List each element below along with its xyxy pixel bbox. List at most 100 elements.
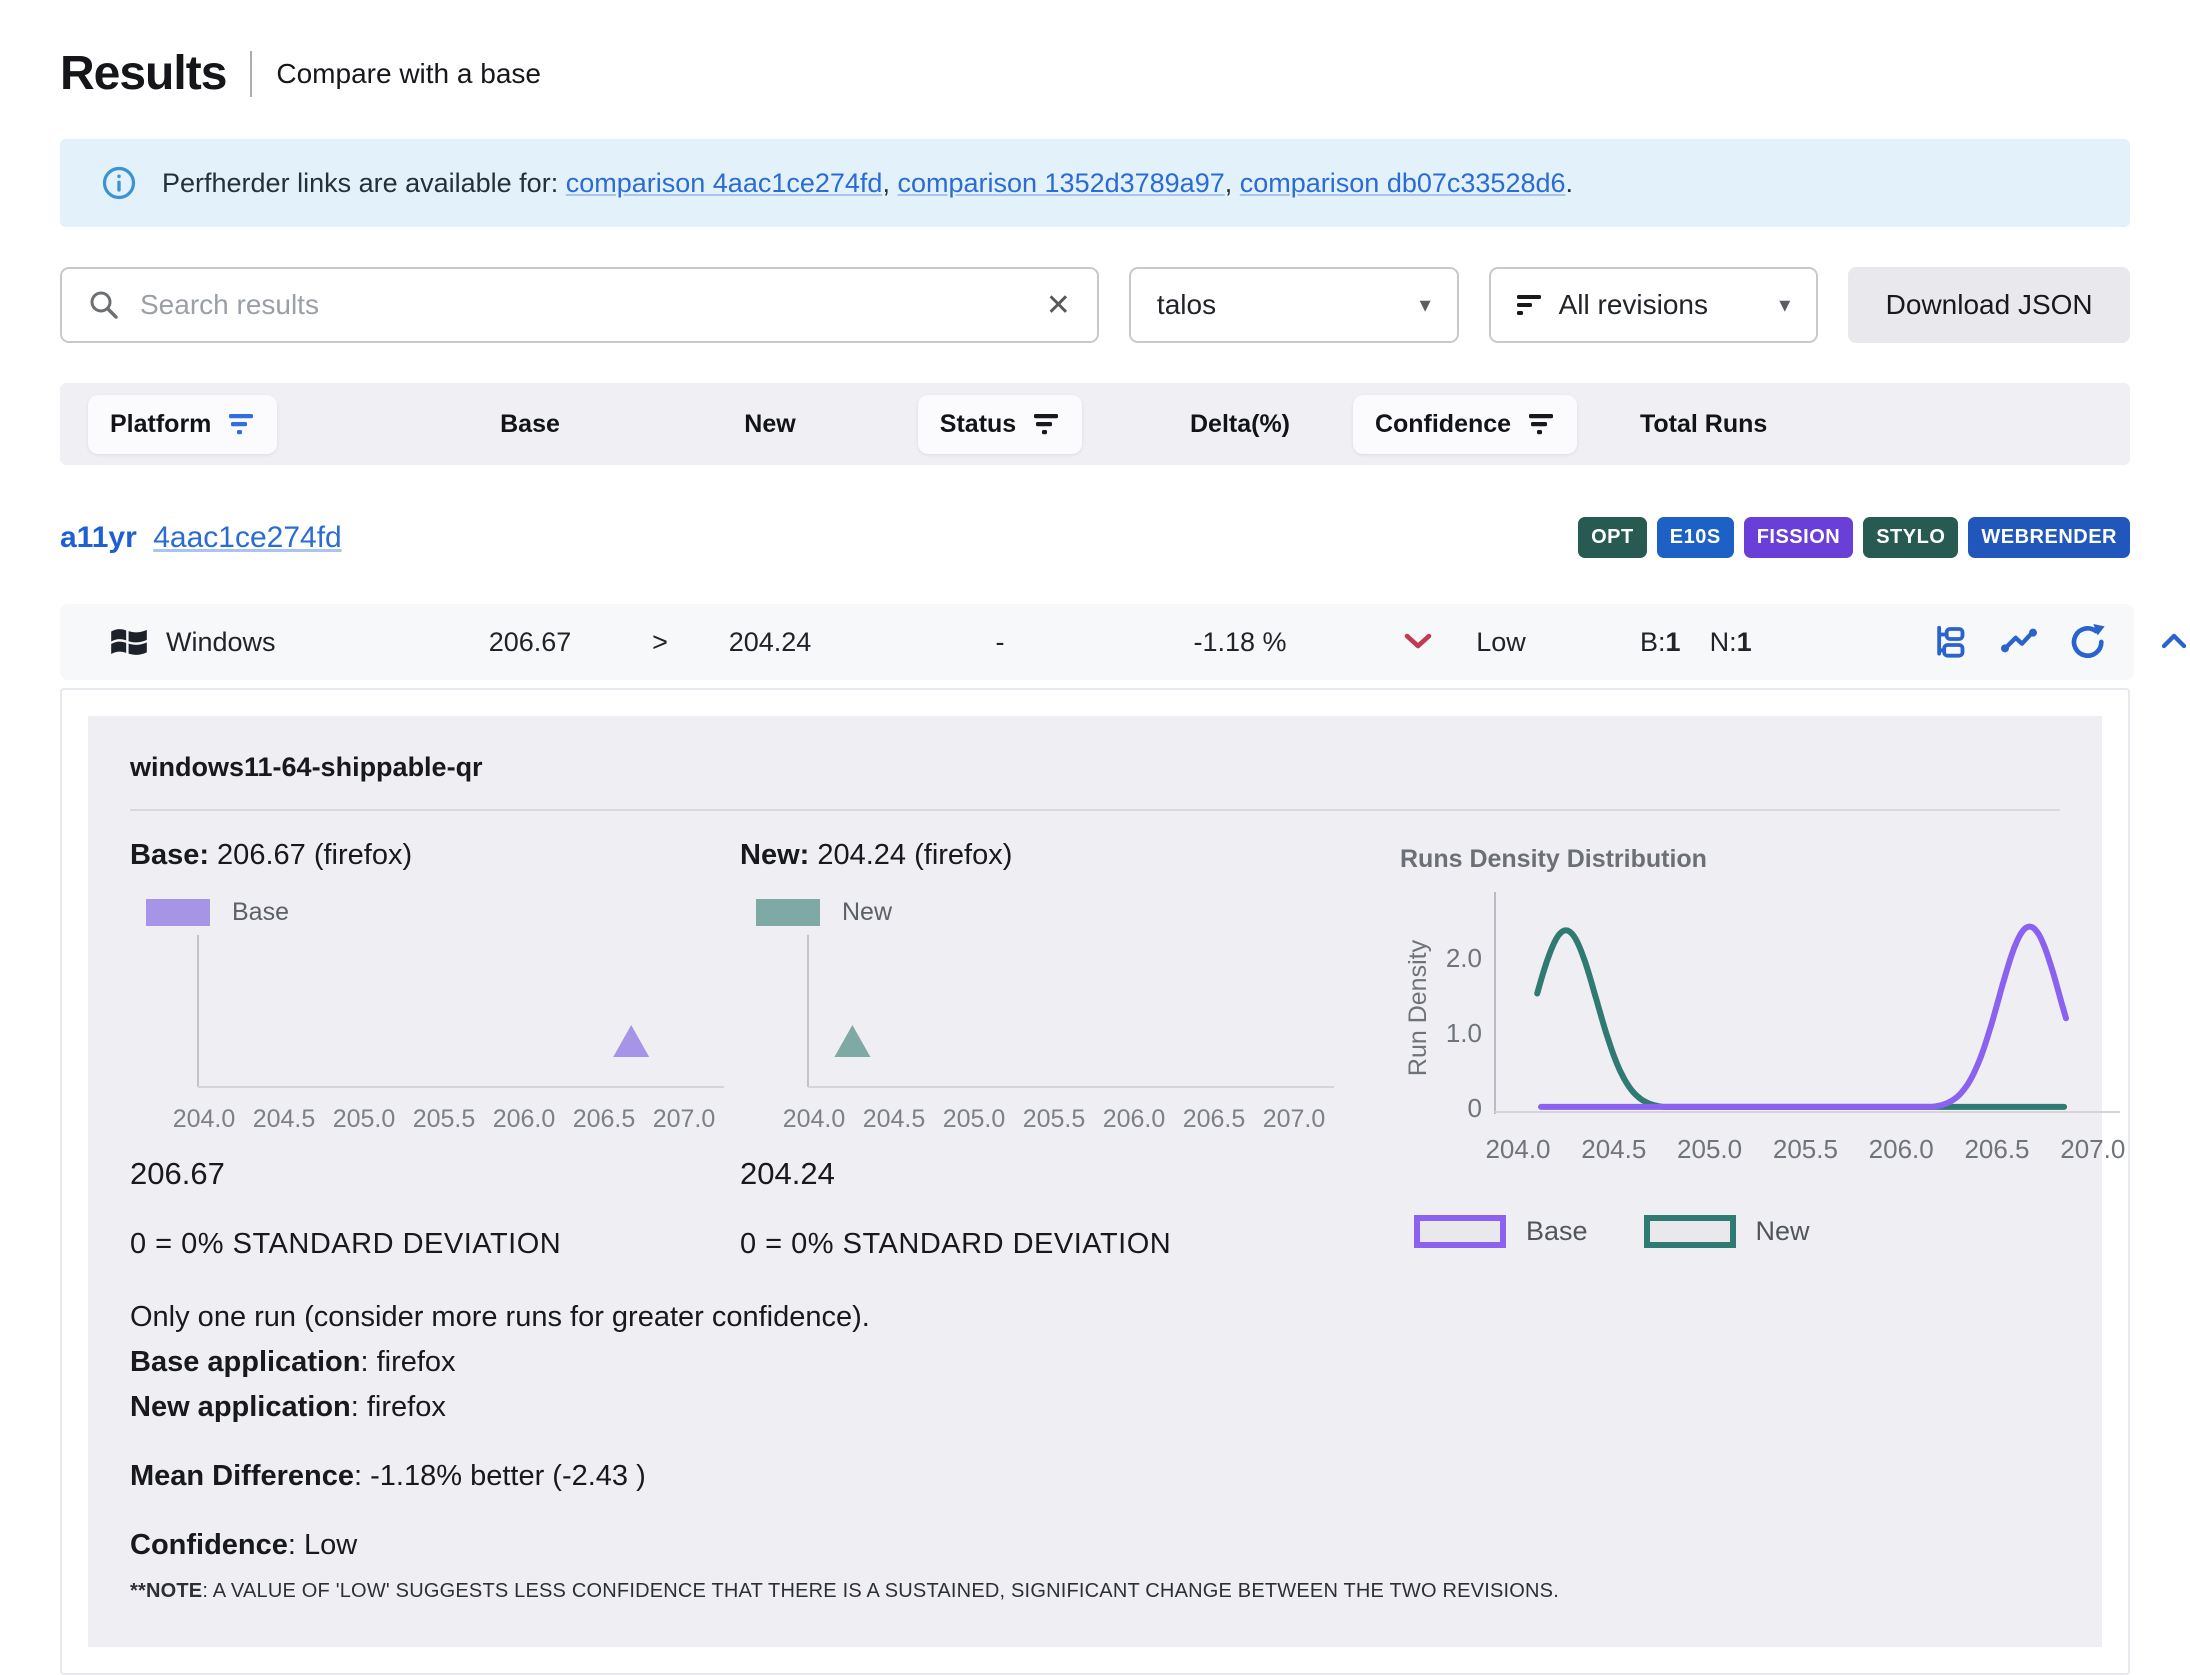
base-density-legend-label: Base <box>1526 1216 1588 1246</box>
improvement-chevron-icon <box>1404 633 1432 651</box>
collapse-row-button[interactable] <box>2158 630 2190 655</box>
platform-header-label: Platform <box>110 409 212 438</box>
base-application-line: Base application: firefox <box>130 1340 2060 1385</box>
platform-label: Windows <box>166 626 276 657</box>
status-header-label: Status <box>939 409 1017 438</box>
runs-note: Only one run (consider more runs for gre… <box>130 1301 870 1333</box>
svg-text:204.0: 204.0 <box>173 1105 236 1133</box>
mean-difference-line: Mean Difference: -1.18% better (-2.43 ) <box>130 1454 2060 1499</box>
svg-text:204.0: 204.0 <box>1485 1134 1550 1164</box>
base-legend-swatch <box>146 899 210 926</box>
search-icon <box>88 289 120 321</box>
framework-select[interactable]: talos ▾ <box>1128 267 1459 343</box>
svg-text:0: 0 <box>1468 1093 1482 1123</box>
base-header-label: Base <box>500 409 560 438</box>
windows-logo-icon <box>110 625 148 659</box>
status-badge: STYLO <box>1863 517 1959 558</box>
refresh-button[interactable] <box>2068 622 2108 662</box>
subtests-button[interactable] <box>1930 622 1970 662</box>
svg-text:1.0: 1.0 <box>1446 1018 1482 1048</box>
banner-prefix: Perfherder links are available for: <box>162 167 559 198</box>
confidence-note: **NOTE: A VALUE OF 'LOW' SUGGESTS LESS C… <box>130 1576 2060 1607</box>
confidence-value: Low <box>1476 626 1526 657</box>
filter-lines-icon <box>1529 413 1555 435</box>
new-header-label: New <box>744 409 796 438</box>
delta-header-label: Delta(%) <box>1189 409 1290 438</box>
status-badge: WEBRENDER <box>1968 517 2130 558</box>
badges: OPT E10S FISSION STYLO WEBRENDER <box>1578 517 2130 558</box>
density-legend: Base New <box>1414 1215 2130 1248</box>
status-value: - <box>995 626 1005 657</box>
svg-text:207.0: 207.0 <box>1263 1105 1326 1133</box>
filter-lines-icon <box>1034 413 1060 435</box>
page-header: Results Compare with a base <box>60 46 2130 101</box>
title-divider <box>250 50 253 97</box>
base-section-label: Base: 206.67 (firefox) <box>130 839 730 872</box>
banner-text: Perfherder links are available for: comp… <box>162 168 1573 199</box>
svg-text:207.0: 207.0 <box>2060 1134 2125 1164</box>
svg-text:206.0: 206.0 <box>1103 1105 1166 1133</box>
note-text: : A VALUE OF 'LOW' SUGGESTS LESS CONFIDE… <box>202 1579 1559 1602</box>
density-chart-title: Runs Density Distribution <box>1400 845 1707 873</box>
new-chart-section: New: 204.24 (firefox) New 204.0 204.5 205.… <box>740 839 1340 1261</box>
framework-value: talos <box>1156 289 1217 320</box>
mean-diff-label: Mean Difference <box>130 1459 355 1492</box>
new-value-text: 204.24 (firefox) <box>809 839 1013 871</box>
svg-text:206.0: 206.0 <box>1869 1134 1934 1164</box>
svg-text:204.0: 204.0 <box>783 1105 846 1133</box>
status-filter-button[interactable]: Status <box>917 394 1083 454</box>
graph-button[interactable] <box>1998 622 2040 662</box>
density-section: Runs Density Distribution 0 1.0 2.0 204.0 20… <box>1340 839 2130 1261</box>
svg-text:204.5: 204.5 <box>863 1105 926 1133</box>
base-app-label: Base application <box>130 1345 361 1378</box>
test-title-line: a11yr 4aac1ce274fd OPT E10S FISSION STYL… <box>60 517 2130 558</box>
comparison-link-1[interactable]: comparison 4aac1ce274fd <box>565 167 883 198</box>
svg-text:2.0: 2.0 <box>1446 943 1482 973</box>
controls-row: ✕ talos ▾ All revisions ▾ Download JSON <box>60 267 2131 343</box>
status-badge: FISSION <box>1743 517 1854 558</box>
base-density-legend-swatch <box>1414 1215 1506 1248</box>
svg-text:204.5: 204.5 <box>253 1105 316 1133</box>
result-row-wrap: Windows 206.67 > 204.24 - -1.18 % Low B:… <box>60 604 2187 680</box>
svg-text:204.5: 204.5 <box>1581 1134 1646 1164</box>
table-row: Windows 206.67 > 204.24 - -1.18 % Low B:… <box>60 604 2134 680</box>
comparison-arrow: > <box>652 626 668 657</box>
confidence-header-label: Confidence <box>1374 409 1512 438</box>
chevron-down-icon: ▾ <box>1419 292 1431 317</box>
svg-text:205.5: 205.5 <box>1023 1105 1086 1133</box>
new-legend-label: New <box>842 898 893 926</box>
detail-text-block: Only one run (consider more runs for gre… <box>130 1295 2060 1607</box>
platform-filter-button[interactable]: Platform <box>88 394 278 454</box>
search-box[interactable]: ✕ <box>60 267 1099 343</box>
confidence-line: Confidence: Low <box>130 1523 2060 1568</box>
clear-search-button[interactable]: ✕ <box>1045 288 1071 322</box>
results-table-header: Platform Base New Status Delta( <box>60 383 2130 465</box>
runs-density-chart: 0 1.0 2.0 204.0 204.5 205.0 205.5 206.0 206.5 207… <box>1404 892 2125 1164</box>
revisions-select[interactable]: All revisions ▾ <box>1488 267 1819 343</box>
total-runs-value: B:1 N:1 <box>1590 627 1930 658</box>
confidence-filter-button[interactable]: Confidence <box>1352 394 1578 454</box>
revision-link[interactable]: 4aac1ce274fd <box>153 520 342 554</box>
new-stddev-text: 0 = 0% STANDARD DEVIATION <box>740 1228 1172 1260</box>
filter-lines-icon <box>229 413 255 435</box>
base-label: Base: <box>130 839 209 871</box>
page-title: Results <box>60 47 227 100</box>
total-runs-header-label: Total Runs <box>1640 409 1768 438</box>
comparison-link-3[interactable]: comparison db07c33528d6 <box>1239 167 1566 198</box>
subtest-title: windows11-64-shippable-qr <box>130 752 483 782</box>
comparison-link-2[interactable]: comparison 1352d3789a97 <box>897 167 1225 198</box>
divider <box>130 809 2060 811</box>
revisions-value: All revisions <box>1558 289 1709 320</box>
base-point-value: 206.67 <box>130 1156 225 1191</box>
new-distribution-chart: 204.0 204.5 205.0 205.5 206.0 206.5 207.0 <box>783 935 1334 1133</box>
base-stddev-text: 0 = 0% STANDARD DEVIATION <box>130 1228 562 1260</box>
svg-text:206.5: 206.5 <box>1964 1134 2029 1164</box>
runs-n-value: 1 <box>1736 626 1752 657</box>
expanded-detail: windows11-64-shippable-qr Base: 206.67 (… <box>60 688 2130 1675</box>
search-input[interactable] <box>140 289 1026 321</box>
chevron-down-icon: ▾ <box>1779 292 1791 317</box>
download-json-button[interactable]: Download JSON <box>1848 267 2131 343</box>
new-density-legend-label: New <box>1755 1216 1810 1246</box>
mean-diff-value: : -1.18% better (-2.43 ) <box>354 1459 646 1492</box>
base-legend-label: Base <box>232 898 289 926</box>
